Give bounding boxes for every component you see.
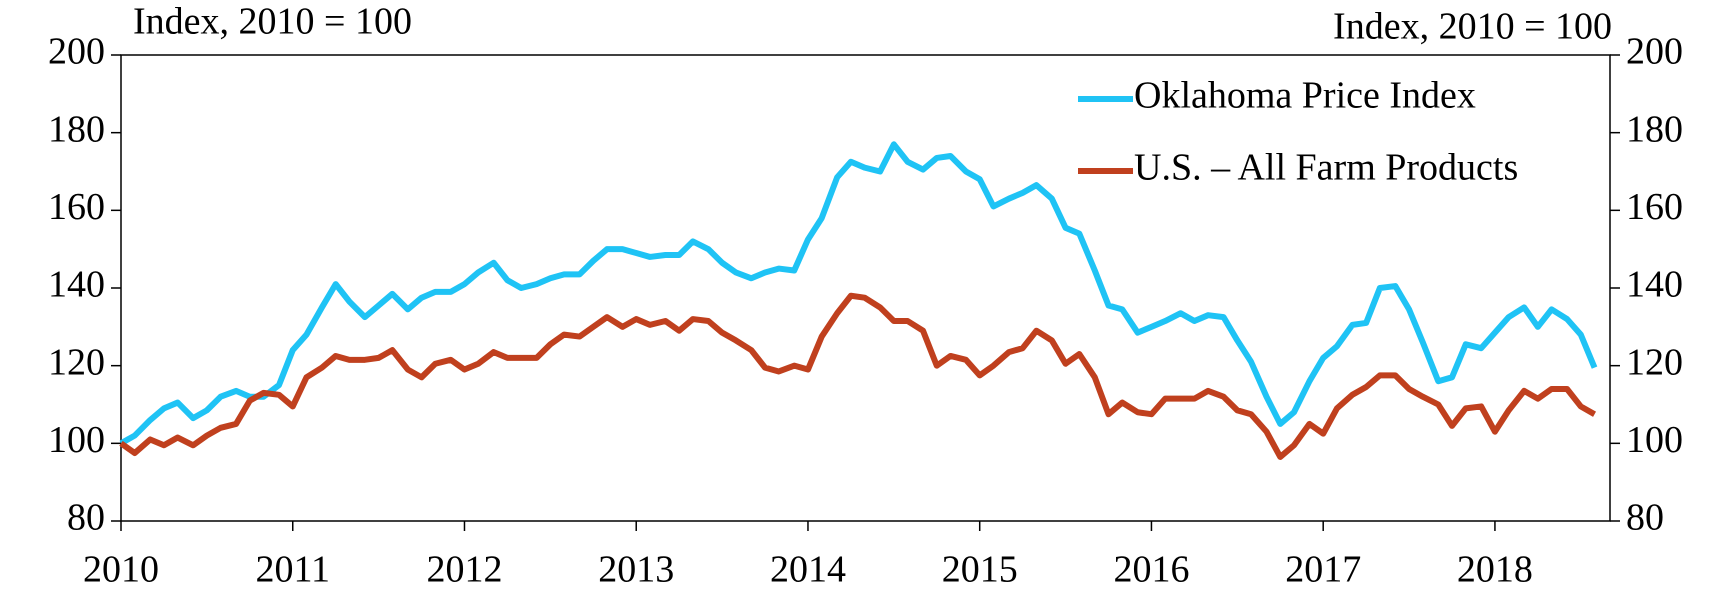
y2-tick-label: 80 <box>1626 497 1664 539</box>
y2-tick-label: 200 <box>1626 31 1683 73</box>
y2-tick-label: 100 <box>1626 419 1683 461</box>
y2-tick-label: 160 <box>1626 186 1683 228</box>
y-tick-label: 200 <box>48 31 105 73</box>
y-tick-label: 140 <box>48 264 105 306</box>
y-tick-label: 180 <box>48 108 105 150</box>
y-tick-label: 160 <box>48 186 105 228</box>
x-tick-label: 2016 <box>1113 549 1189 591</box>
y-axis-label: Index, 2010 = 100 <box>133 1 412 43</box>
y2-tick-label: 180 <box>1626 108 1683 150</box>
x-tick-label: 2010 <box>83 549 159 591</box>
y2-tick-label: 140 <box>1626 264 1683 306</box>
y-tick-label: 80 <box>67 497 105 539</box>
legend-label: U.S. – All Farm Products <box>1134 147 1518 189</box>
x-tick-label: 2015 <box>942 549 1018 591</box>
y-tick-label: 120 <box>48 341 105 383</box>
x-tick-label: 2017 <box>1285 549 1361 591</box>
series-line <box>119 141 1598 446</box>
x-tick-label: 2011 <box>255 549 330 591</box>
y2-axis-label: Index, 2010 = 100 <box>1333 6 1612 48</box>
series-line <box>119 292 1597 460</box>
y-tick-label: 100 <box>48 419 105 461</box>
x-tick-label: 2012 <box>426 549 502 591</box>
x-tick-label: 2018 <box>1457 549 1533 591</box>
x-tick-label: 2014 <box>770 549 846 591</box>
x-tick-label: 2013 <box>598 549 674 591</box>
y2-tick-label: 120 <box>1626 341 1683 383</box>
legend-label: Oklahoma Price Index <box>1134 75 1476 117</box>
